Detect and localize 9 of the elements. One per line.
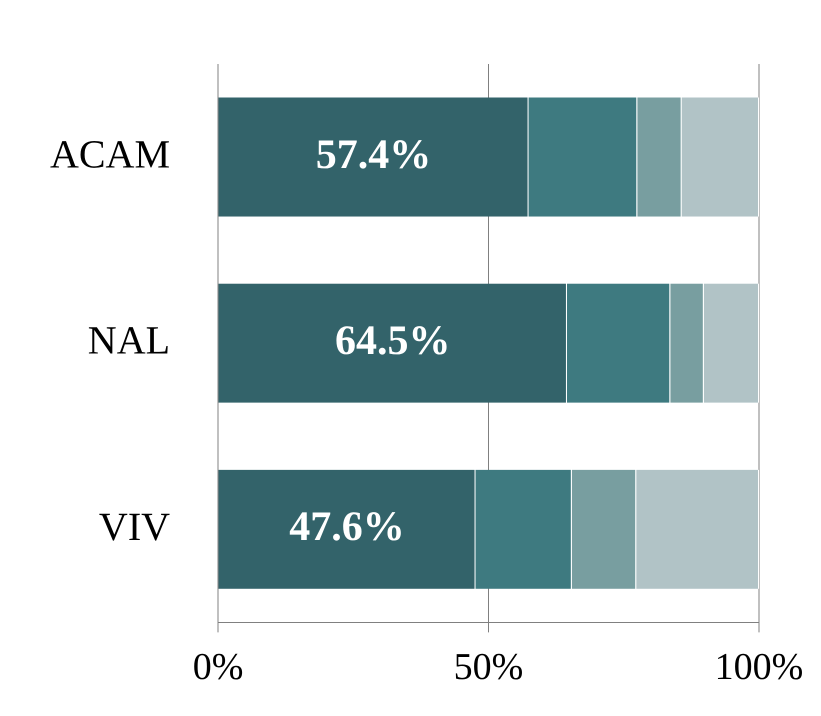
x-tick-label: 0%	[192, 646, 244, 688]
y-tick-label: ACAM	[50, 132, 170, 177]
data-label: 64.5%	[334, 318, 450, 364]
y-tick-label: NAL	[88, 318, 170, 363]
x-tick-label: 50%	[454, 646, 524, 688]
data-label: 57.4%	[316, 132, 432, 178]
x-tick-label: 100%	[714, 646, 804, 688]
y-tick-label: VIV	[98, 504, 170, 549]
data-label: 47.6%	[289, 504, 405, 550]
